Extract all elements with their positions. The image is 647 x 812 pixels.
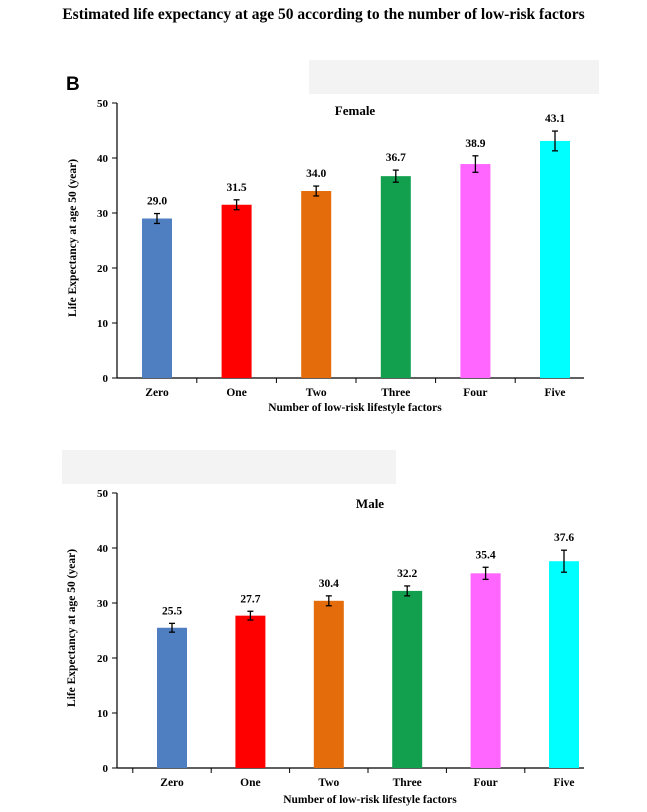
- redacted-area-top: [309, 60, 599, 94]
- x-tick-label: Four: [473, 777, 497, 789]
- chart-title: Male: [356, 496, 384, 511]
- bar-four: [470, 573, 501, 768]
- bar-four: [460, 164, 491, 378]
- page-title: Estimated life expectancy at age 50 acco…: [62, 6, 585, 23]
- bar-two: [301, 191, 332, 378]
- x-tick-label: Five: [544, 387, 565, 399]
- y-tick-label: 0: [103, 373, 109, 385]
- x-tick-label: One: [226, 387, 246, 399]
- x-axis-title: Number of low-risk lifestyle factors: [268, 402, 442, 414]
- x-tick-label: Four: [463, 387, 487, 399]
- y-tick-label: 40: [97, 543, 109, 555]
- panel-letter: B: [66, 74, 80, 95]
- y-tick-label: 30: [97, 208, 109, 220]
- data-label: 25.5: [162, 605, 182, 617]
- bar-one: [221, 204, 252, 378]
- x-tick-label: Two: [318, 777, 339, 789]
- y-tick-label: 10: [97, 708, 109, 720]
- x-tick-label: Zero: [145, 387, 169, 399]
- y-tick-label: 50: [97, 98, 109, 110]
- data-label: 32.2: [397, 568, 417, 580]
- y-tick-label: 30: [97, 598, 109, 610]
- y-tick-label: 20: [97, 653, 109, 665]
- y-tick-label: 0: [103, 763, 109, 775]
- bar-one: [235, 615, 266, 768]
- chart-1: 0 10 20 30 40 50 25.5 Zero 27.7 One 30.4 Two 32.2 Thr…: [66, 488, 584, 806]
- data-label: 34.0: [306, 168, 326, 180]
- data-label: 29.0: [147, 196, 167, 208]
- y-tick-label: 10: [97, 318, 109, 330]
- data-label: 35.4: [476, 549, 496, 561]
- x-tick-label: Three: [393, 777, 422, 789]
- x-tick-label: Zero: [160, 777, 184, 789]
- y-tick-label: 50: [97, 488, 109, 500]
- data-label: 38.9: [465, 138, 485, 150]
- data-label: 43.1: [545, 113, 565, 125]
- x-tick-label: Two: [306, 387, 327, 399]
- bar-zero: [157, 627, 187, 768]
- data-label: 36.7: [386, 152, 406, 164]
- redacted-area-middle: [62, 450, 396, 484]
- chart-title: Female: [335, 103, 376, 118]
- x-axis-title: Number of low-risk lifestyle factors: [283, 794, 457, 806]
- bar-two: [313, 600, 344, 768]
- x-tick-label: Three: [381, 387, 410, 399]
- bar-five: [540, 140, 570, 378]
- x-tick-label: Five: [553, 777, 574, 789]
- bar-three: [380, 176, 411, 378]
- data-label: 27.7: [240, 593, 260, 605]
- data-label: 37.6: [554, 532, 574, 544]
- y-tick-label: 40: [97, 153, 109, 165]
- bar-five: [549, 561, 579, 768]
- y-axis-title: Life Expectancy at age 50 (year): [67, 159, 79, 317]
- bar-zero: [142, 218, 172, 378]
- x-tick-label: One: [240, 777, 260, 789]
- bar-three: [392, 590, 423, 768]
- data-label: 30.4: [319, 578, 339, 590]
- y-axis-title: Life Expectancy at age 50 (year): [66, 549, 78, 707]
- y-tick-label: 20: [97, 263, 109, 275]
- data-label: 31.5: [227, 182, 247, 194]
- chart-0: 0 10 20 30 40 50 29.0 Zero 31.5 One 34.0 Two 36.7 Thr…: [67, 98, 584, 414]
